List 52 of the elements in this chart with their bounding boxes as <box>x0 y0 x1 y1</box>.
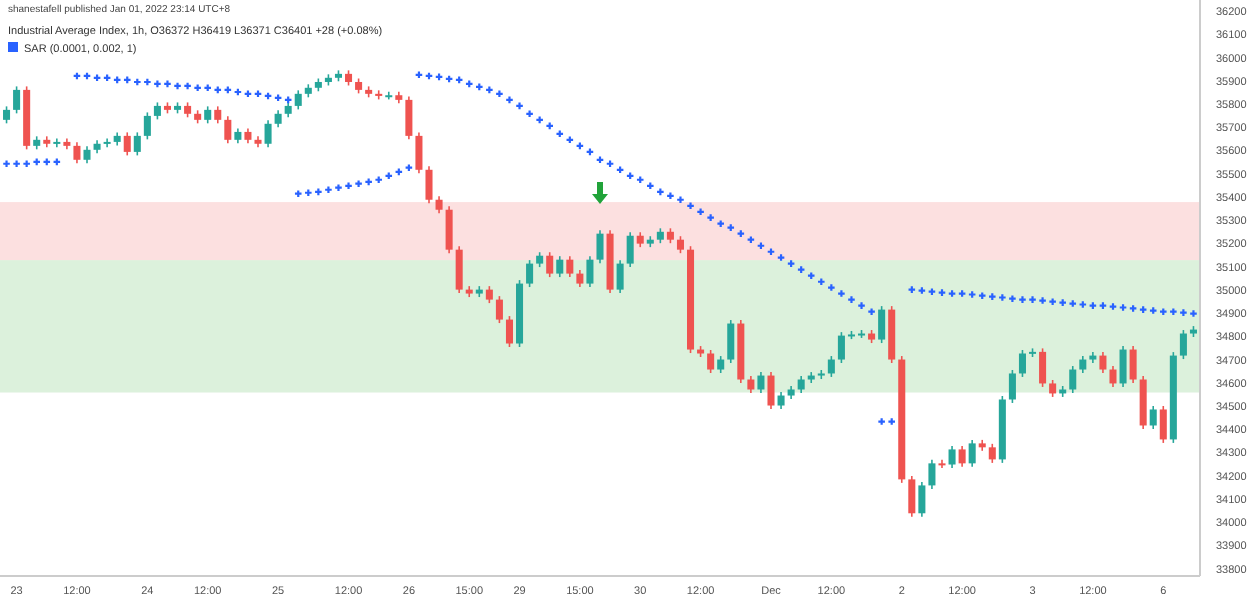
candlestick <box>133 131 141 157</box>
candlestick <box>375 89 383 101</box>
candlestick <box>626 231 634 268</box>
candlestick <box>1099 351 1107 374</box>
candlestick <box>566 255 574 278</box>
candlestick <box>918 481 926 518</box>
candlestick <box>425 165 433 205</box>
candlestick <box>556 255 564 278</box>
candlestick <box>103 137 111 149</box>
candlestick <box>505 315 513 348</box>
candlestick <box>495 295 503 324</box>
candlestick <box>1159 405 1167 444</box>
candlestick <box>143 111 151 141</box>
candlestick <box>13 85 21 115</box>
candlestick <box>928 459 936 490</box>
candlestick <box>1149 405 1157 430</box>
candlestick <box>294 89 302 111</box>
candlestick <box>908 475 916 518</box>
candlestick <box>837 331 845 364</box>
candlestick <box>878 305 886 344</box>
candlestick <box>938 459 946 469</box>
candlestick <box>526 259 534 288</box>
candlestick <box>1179 329 1187 360</box>
candlestick <box>767 371 775 410</box>
candlestick <box>988 443 996 464</box>
candlestick <box>1119 345 1127 388</box>
candlestick <box>1129 345 1137 384</box>
candlestick <box>264 119 272 149</box>
candlestick <box>948 445 956 469</box>
candlestick <box>827 355 835 378</box>
candlestick <box>53 137 61 149</box>
candlestick <box>73 141 81 165</box>
candlestick <box>1008 369 1016 404</box>
candlestick <box>405 95 413 141</box>
candlestick <box>123 131 131 157</box>
candlestick <box>757 371 765 394</box>
candlestick <box>616 259 624 294</box>
candlestick <box>455 245 463 294</box>
candlestick <box>707 349 715 374</box>
candlestick <box>958 445 966 468</box>
candlestick <box>1069 365 1077 394</box>
candlestick <box>1139 375 1147 430</box>
candlestick <box>445 205 453 254</box>
candlestick <box>546 251 554 278</box>
candlestick <box>727 319 735 364</box>
candlestick <box>415 131 423 175</box>
candlestick <box>596 229 604 264</box>
candlestick <box>586 255 594 288</box>
candlestick <box>968 439 976 468</box>
candlestick <box>224 115 232 145</box>
candlestick <box>1039 347 1047 388</box>
candlestick <box>1109 365 1117 388</box>
